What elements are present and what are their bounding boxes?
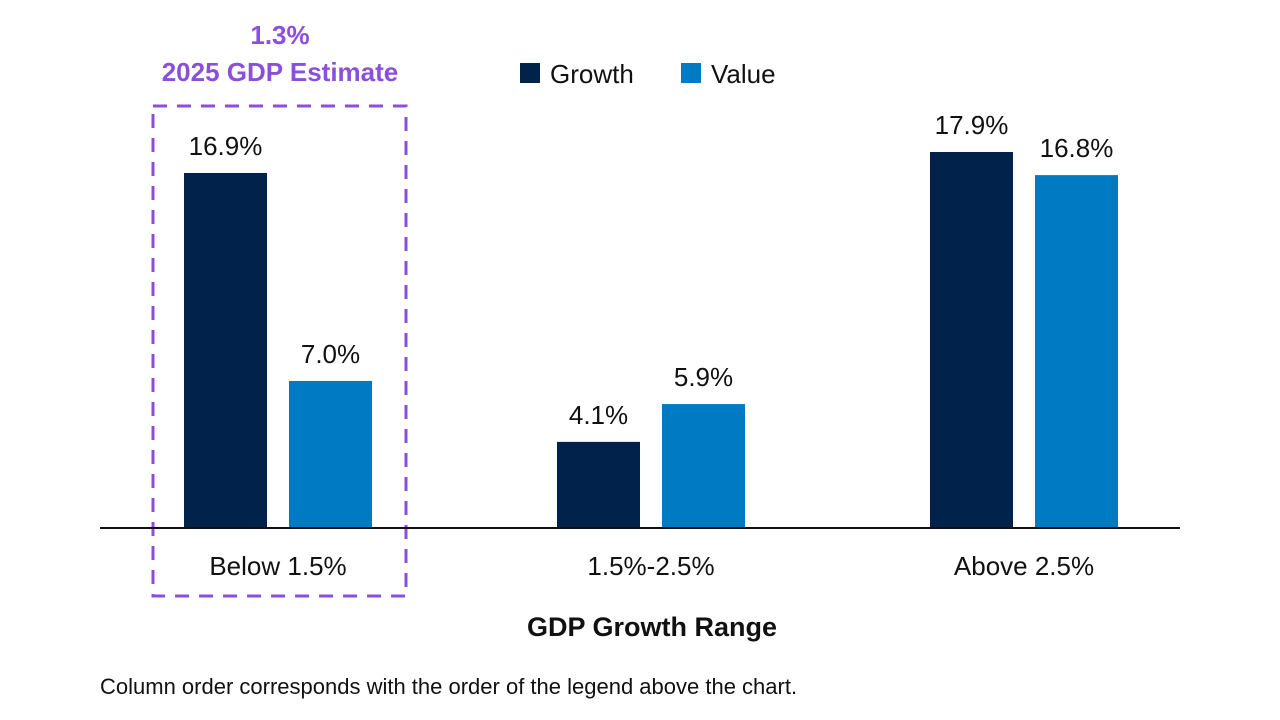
legend-swatch-value xyxy=(681,63,701,83)
value-label-growth-2: 4.1% xyxy=(569,400,628,430)
x-axis-title: GDP Growth Range xyxy=(527,612,777,642)
value-label-value-2: 5.9% xyxy=(674,362,733,392)
highlight-annotation: 1.3% 2025 GDP Estimate xyxy=(151,20,408,598)
bar-value-2 xyxy=(662,404,745,528)
category-labels: Below 1.5% 1.5%-2.5% Above 2.5% xyxy=(209,551,1094,581)
category-label-1: Below 1.5% xyxy=(209,551,346,581)
bar-value-3 xyxy=(1035,175,1118,528)
highlight-estimate-value: 1.3% xyxy=(250,20,309,50)
legend-label-value: Value xyxy=(711,59,776,89)
category-label-2: 1.5%-2.5% xyxy=(587,551,714,581)
category-label-3: Above 2.5% xyxy=(954,551,1094,581)
value-label-value-1: 7.0% xyxy=(301,339,360,369)
footnote: Column order corresponds with the order … xyxy=(100,674,798,699)
value-label-growth-3: 17.9% xyxy=(935,110,1009,140)
bar-value-labels: 16.9% 7.0% 4.1% 5.9% 17.9% 16.8% xyxy=(189,110,1114,430)
bars-group xyxy=(184,152,1118,528)
legend-label-growth: Growth xyxy=(550,59,634,89)
highlight-dashed-box xyxy=(151,104,408,598)
value-label-growth-1: 16.9% xyxy=(189,131,263,161)
legend: Growth Value xyxy=(520,59,776,89)
bar-value-1 xyxy=(289,380,372,528)
highlight-estimate-label: 2025 GDP Estimate xyxy=(162,57,399,87)
bar-growth-2 xyxy=(557,441,640,528)
bar-growth-3 xyxy=(930,152,1013,528)
value-label-value-3: 16.8% xyxy=(1040,133,1114,163)
bar-growth-1 xyxy=(184,173,267,528)
legend-swatch-growth xyxy=(520,63,540,83)
